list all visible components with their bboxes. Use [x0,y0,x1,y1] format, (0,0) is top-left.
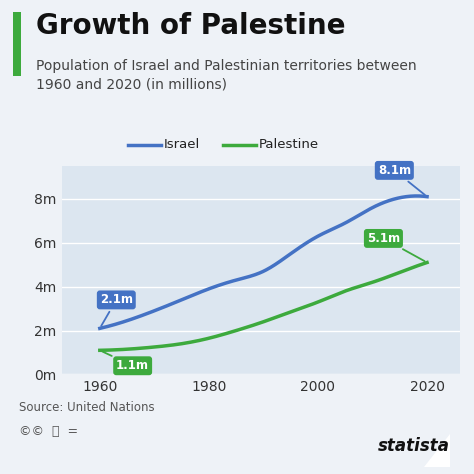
Text: Population of Israel and Palestinian territories between
1960 and 2020 (in milli: Population of Israel and Palestinian ter… [36,59,416,91]
Text: 2.1m: 2.1m [100,293,133,326]
Text: Growth of Palestine: Growth of Palestine [36,12,345,40]
Text: Source: United Nations: Source: United Nations [19,401,155,413]
Text: ©©  ⓘ  =: ©© ⓘ = [19,425,78,438]
Text: 8.1m: 8.1m [378,164,425,195]
Text: 1.1m: 1.1m [102,352,149,372]
Text: Israel: Israel [164,138,200,151]
Text: 5.1m: 5.1m [367,232,425,261]
Polygon shape [424,434,450,467]
Text: statista: statista [378,437,450,455]
Text: Palestine: Palestine [258,138,319,151]
